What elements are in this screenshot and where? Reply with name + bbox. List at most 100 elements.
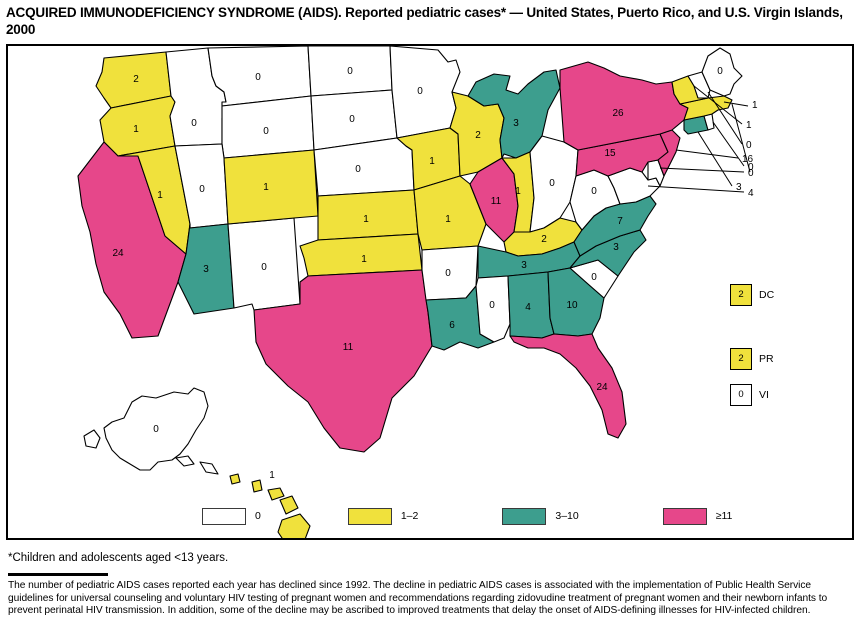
callout-MD: 4 (748, 188, 754, 199)
label-CA: 24 (112, 248, 124, 259)
state-shapes (77, 46, 743, 538)
legend-label-0: 0 (255, 510, 261, 522)
label-TN: 3 (521, 260, 527, 271)
label-WV: 0 (591, 186, 597, 197)
label-NE: 0 (355, 164, 361, 175)
state-MN[interactable] (389, 46, 461, 139)
state-ME[interactable] (701, 47, 743, 97)
label-WI: 2 (475, 130, 481, 141)
callout-VT: 1 (746, 120, 752, 131)
state-AL[interactable] (507, 271, 555, 339)
label-IA: 1 (429, 156, 435, 167)
state-HI-2[interactable] (251, 479, 263, 493)
label-VA: 7 (617, 216, 623, 227)
state-MA[interactable] (679, 95, 733, 121)
leader-MD (647, 185, 745, 193)
state-callout-labels: 1 1 0 0 3 16 0 4 (736, 100, 758, 199)
leader-VT (693, 85, 743, 125)
label-MO: 1 (445, 214, 451, 225)
page-title: ACQUIRED IMMUNODEFICIENCY SYNDROME (AIDS… (6, 5, 843, 37)
legend-label-2: 3–10 (555, 510, 579, 522)
legend-swatch-1 (347, 507, 392, 525)
legend-item-1: 1–2 (347, 507, 419, 525)
label-NV: 1 (157, 190, 163, 201)
side-key-vi-swatch: 0 (730, 384, 752, 406)
label-IN: 1 (515, 186, 521, 197)
side-key-dc: 2 DC (730, 284, 774, 306)
legend-label-1: 1–2 (400, 510, 419, 522)
label-MS: 0 (489, 300, 495, 311)
label-UT: 0 (199, 184, 205, 195)
leader-NJ (675, 149, 739, 159)
label-AR: 0 (445, 268, 451, 279)
label-LA: 6 (449, 320, 455, 331)
state-AK[interactable] (83, 387, 219, 475)
legend-item-0: 0 (202, 507, 261, 525)
label-ID: 0 (191, 118, 197, 129)
label-KY: 2 (541, 234, 547, 245)
side-key-vi: 0 VI (730, 384, 769, 406)
leader-NH (707, 91, 743, 145)
side-key-pr: 2 PR (730, 348, 774, 370)
label-AZ: 3 (203, 264, 209, 275)
label-SD: 0 (349, 114, 355, 125)
state-HI-5[interactable] (277, 513, 311, 538)
label-AK: 0 (153, 424, 159, 435)
label-NC: 3 (613, 242, 619, 253)
callout-DE: 0 (748, 168, 754, 179)
label-MN: 0 (417, 86, 423, 97)
body-text: The number of pediatric AIDS cases repor… (8, 580, 828, 617)
state-CO[interactable] (223, 149, 319, 225)
label-MT: 0 (255, 72, 261, 83)
label-ND: 0 (347, 66, 353, 77)
legend-swatch-2 (502, 507, 547, 525)
callout-CT: 3 (736, 182, 742, 193)
label-TX: 11 (343, 342, 354, 353)
side-key-pr-swatch: 2 (730, 348, 752, 370)
side-key-dc-label: DC (759, 289, 775, 301)
legend-swatch-3 (662, 507, 707, 525)
label-NM: 0 (261, 262, 267, 273)
side-key-vi-label: VI (759, 389, 769, 401)
legend-item-3: ≥11 (662, 507, 733, 525)
footnote: *Children and adolescents aged <13 years… (8, 552, 229, 564)
callout-NH: 0 (746, 140, 752, 151)
leader-RI (712, 121, 745, 167)
label-WA: 2 (133, 74, 139, 85)
callout-NJ: 16 (742, 154, 754, 165)
footnote-rule (8, 573, 108, 576)
legend-item-2: 3–10 (502, 507, 579, 525)
label-OR: 1 (133, 124, 139, 135)
label-CO: 1 (263, 182, 269, 193)
state-value-labels: 2 1 24 1 0 0 0 0 3 0 1 0 0 0 1 1 11 0 1 … (112, 66, 723, 481)
legend-label-3: ≥11 (715, 510, 733, 522)
leader-lines (647, 85, 751, 193)
map-legend: 0 1–2 3–10 ≥11 (6, 498, 854, 534)
leader-MA-2 (731, 103, 751, 173)
label-HI: 1 (269, 470, 275, 481)
label-PA: 15 (604, 148, 616, 159)
label-ME: 0 (717, 66, 723, 77)
label-OH: 0 (549, 178, 555, 189)
label-SC: 0 (591, 272, 597, 283)
callout-RI: 0 (748, 162, 754, 173)
side-key-dc-swatch: 2 (730, 284, 752, 306)
state-TX[interactable] (253, 269, 433, 453)
leader-MA (723, 101, 749, 107)
side-key-pr-label: PR (759, 353, 774, 365)
state-NJ[interactable] (657, 129, 681, 177)
label-IL: 11 (491, 196, 502, 207)
state-HI-4[interactable] (279, 495, 299, 515)
label-AL: 4 (525, 302, 531, 313)
us-choropleth-map: 2 1 24 1 0 0 0 0 3 0 1 0 0 0 1 1 11 0 1 … (77, 46, 758, 538)
state-FL[interactable] (509, 333, 627, 439)
state-MS[interactable] (475, 275, 511, 343)
state-HI-3[interactable] (267, 487, 285, 501)
legend-swatch-0 (202, 507, 246, 525)
label-OK: 1 (361, 254, 367, 265)
label-FL: 24 (596, 382, 608, 393)
leader-DE (659, 167, 745, 173)
state-HI[interactable] (229, 473, 241, 485)
label-NY: 26 (612, 108, 624, 119)
